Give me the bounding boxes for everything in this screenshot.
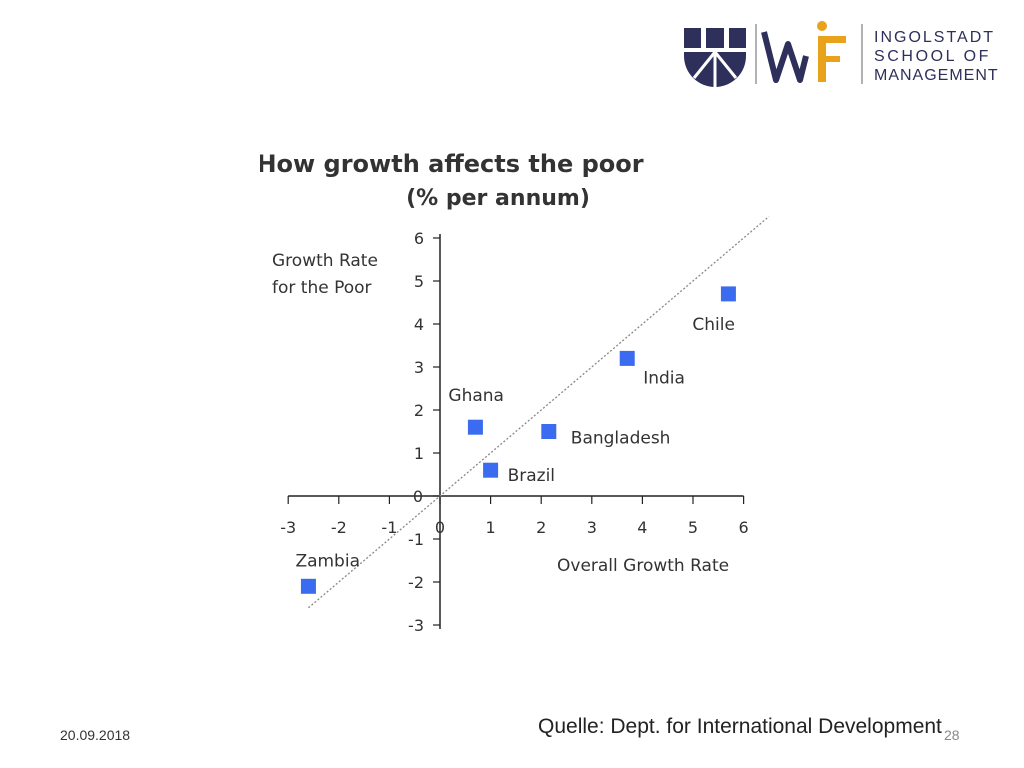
logo-line-3: MANAGEMENT [874, 67, 999, 84]
y-tick-label: 2 [414, 401, 424, 420]
data-point-label: Zambia [295, 551, 360, 571]
x-tick-label: -3 [280, 518, 296, 537]
shield-emblem-icon [684, 28, 746, 87]
x-tick-label: 1 [486, 518, 496, 537]
y-axis-label-line-1: Growth Rate [272, 251, 378, 271]
scatter-chart: How growth affects the poor (% per annum… [260, 150, 770, 635]
data-point-marker [720, 286, 736, 302]
data-point-label: Brazil [508, 466, 555, 486]
x-tick-label: 4 [637, 518, 647, 537]
y-tick-label: -3 [408, 616, 424, 635]
y-axis-label-line-2: for the Poor [272, 278, 372, 298]
data-point-label: Ghana [448, 386, 504, 406]
data-point-label: Bangladesh [571, 429, 671, 449]
logo-line-2: SCHOOL OF [874, 48, 991, 65]
data-point-marker [300, 578, 316, 594]
footer-date: 20.09.2018 [60, 727, 131, 743]
source-note: Quelle: Dept. for International Developm… [538, 715, 942, 738]
x-tick-label: 5 [688, 518, 698, 537]
y-tick-label: -2 [408, 573, 424, 592]
x-tick-label: -1 [381, 518, 397, 537]
ingolstadt-school-logo: INGOLSTADT SCHOOL OF MANAGEMENT [684, 21, 999, 87]
page-number: 28 [944, 727, 960, 743]
data-point-label: India [643, 368, 685, 388]
logo-line-1: INGOLSTADT [874, 29, 995, 46]
y-tick-label: -1 [408, 530, 424, 549]
data-point-marker [483, 462, 499, 478]
data-point-marker [619, 350, 635, 366]
y-tick-label: 4 [414, 315, 424, 334]
chart-subtitle: (% per annum) [406, 186, 590, 211]
y-tick-label: 1 [414, 444, 424, 463]
y-tick-label: 6 [414, 229, 424, 248]
x-tick-label: 2 [536, 518, 546, 537]
reference-line [308, 216, 770, 609]
data-point-marker [467, 419, 483, 435]
y-tick-label: 0 [413, 487, 423, 506]
x-tick-label: 3 [587, 518, 597, 537]
chart-title: How growth affects the poor [260, 150, 644, 178]
x-tick-label: 6 [739, 518, 749, 537]
y-tick-label: 3 [414, 358, 424, 377]
data-point-marker [541, 424, 557, 439]
x-tick-label: -2 [331, 518, 347, 537]
x-tick-label: 0 [435, 518, 445, 537]
data-point-label: Chile [692, 315, 735, 335]
y-tick-label: 5 [414, 272, 424, 291]
wif-monogram-icon [761, 21, 846, 83]
x-axis-label: Overall Growth Rate [557, 556, 729, 576]
